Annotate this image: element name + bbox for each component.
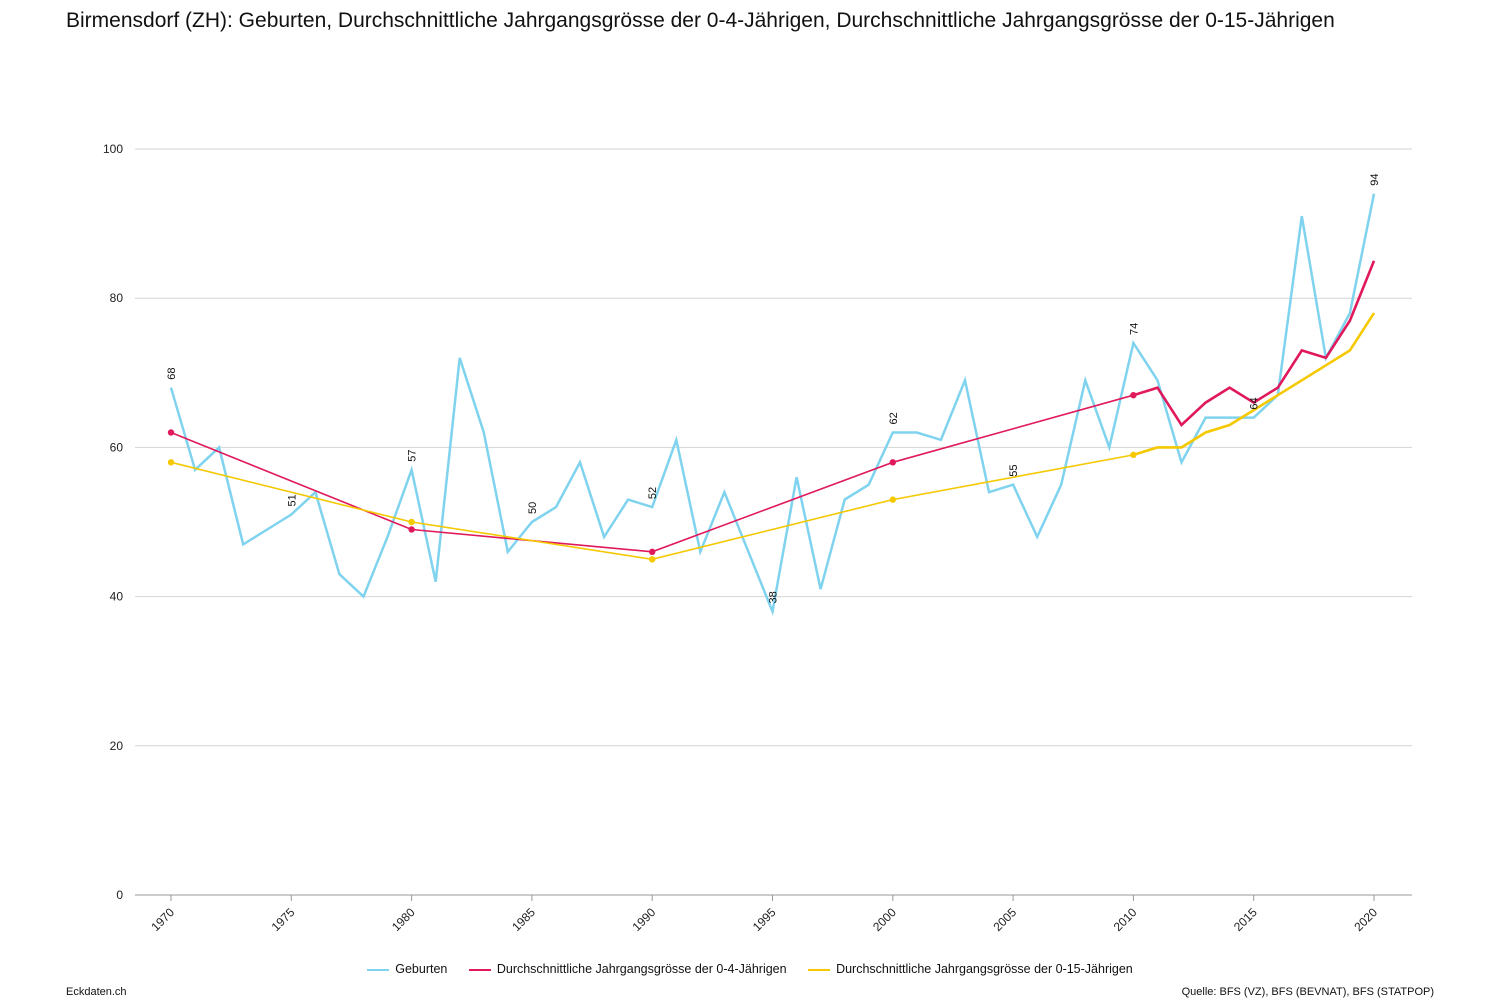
legend-item-0-15[interactable]: Durchschnittliche Jahrgangsgrösse der 0-… bbox=[808, 962, 1133, 976]
y-tick-label-100: 100 bbox=[103, 142, 123, 156]
data-label-2020: 94 bbox=[1369, 174, 1381, 186]
x-tick-label-2020: 2020 bbox=[1351, 905, 1380, 934]
data-label-1990: 52 bbox=[647, 487, 659, 499]
series-1-point-2000 bbox=[889, 459, 896, 466]
series-1-point-1990 bbox=[649, 548, 656, 556]
series-line-2 bbox=[170, 312, 1375, 561]
series-1-point-1970 bbox=[167, 429, 175, 436]
x-tick-label-1985: 1985 bbox=[509, 905, 538, 934]
chart-title: Birmensdorf (ZH): Geburten, Durchschnitt… bbox=[66, 9, 1335, 32]
data-label-1970: 68 bbox=[166, 367, 178, 379]
y-tick-label-40: 40 bbox=[110, 590, 124, 604]
series-line-1 bbox=[170, 260, 1375, 553]
x-tick-label-2005: 2005 bbox=[990, 905, 1019, 934]
series-lines bbox=[167, 193, 1376, 616]
data-label-1985: 50 bbox=[527, 502, 539, 514]
x-tick-label-1970: 1970 bbox=[148, 905, 177, 934]
site-name: Eckdaten.ch bbox=[66, 986, 127, 998]
series-1-point-1980 bbox=[408, 526, 415, 533]
data-label-2015: 64 bbox=[1249, 397, 1261, 409]
data-label-1995: 38 bbox=[768, 591, 780, 603]
series-2-point-1970 bbox=[167, 459, 175, 466]
legend: Geburten Durchschnittliche Jahrgangsgrös… bbox=[0, 962, 1500, 976]
x-tick-label-2015: 2015 bbox=[1231, 905, 1260, 934]
y-tick-label-20: 20 bbox=[110, 739, 124, 753]
y-tick-label-0: 0 bbox=[116, 888, 123, 902]
x-tick-label-1975: 1975 bbox=[269, 905, 298, 934]
x-tick-label-1980: 1980 bbox=[389, 905, 418, 934]
data-label-1980: 57 bbox=[407, 450, 419, 462]
source-note: Quelle: BFS (VZ), BFS (BEVNAT), BFS (STA… bbox=[1181, 986, 1434, 998]
legend-swatch-geburten bbox=[367, 968, 390, 971]
legend-label-0-15: Durchschnittliche Jahrgangsgrösse der 0-… bbox=[836, 962, 1133, 976]
data-label-2000: 62 bbox=[888, 412, 900, 424]
x-tick-label-2010: 2010 bbox=[1111, 905, 1140, 934]
x-tick-label-1990: 1990 bbox=[630, 905, 659, 934]
series-2-point-1990 bbox=[649, 556, 656, 563]
series-line-0 bbox=[169, 193, 1376, 616]
series-2-point-2010 bbox=[1130, 451, 1137, 459]
data-label-2010: 74 bbox=[1128, 323, 1140, 335]
legend-item-0-4[interactable]: Durchschnittliche Jahrgangsgrösse der 0-… bbox=[468, 962, 787, 976]
series-2-point-2000 bbox=[889, 496, 896, 503]
y-tick-label-80: 80 bbox=[110, 291, 124, 305]
series-2-point-1980 bbox=[408, 518, 415, 526]
gridlines bbox=[135, 148, 1412, 896]
legend-label-0-4: Durchschnittliche Jahrgangsgrösse der 0-… bbox=[496, 962, 787, 976]
x-tick-label-2000: 2000 bbox=[870, 905, 899, 934]
x-tick-label-1995: 1995 bbox=[750, 905, 779, 934]
y-tick-label-60: 60 bbox=[110, 440, 124, 454]
series-line-recent-1 bbox=[1133, 260, 1376, 428]
data-label-2005: 55 bbox=[1008, 464, 1020, 476]
data-label-1975: 51 bbox=[286, 494, 298, 506]
legend-item-geburten[interactable]: Geburten bbox=[367, 962, 447, 976]
legend-swatch-0-4 bbox=[468, 968, 491, 971]
series-1-point-2010 bbox=[1130, 391, 1137, 399]
data-labels: 68 51 57 50 52 38 62 55 74 64 94 bbox=[166, 174, 1381, 604]
legend-swatch-0-15 bbox=[808, 968, 831, 971]
legend-label-geburten: Geburten bbox=[395, 962, 448, 976]
series-line-recent-2 bbox=[1133, 312, 1376, 457]
